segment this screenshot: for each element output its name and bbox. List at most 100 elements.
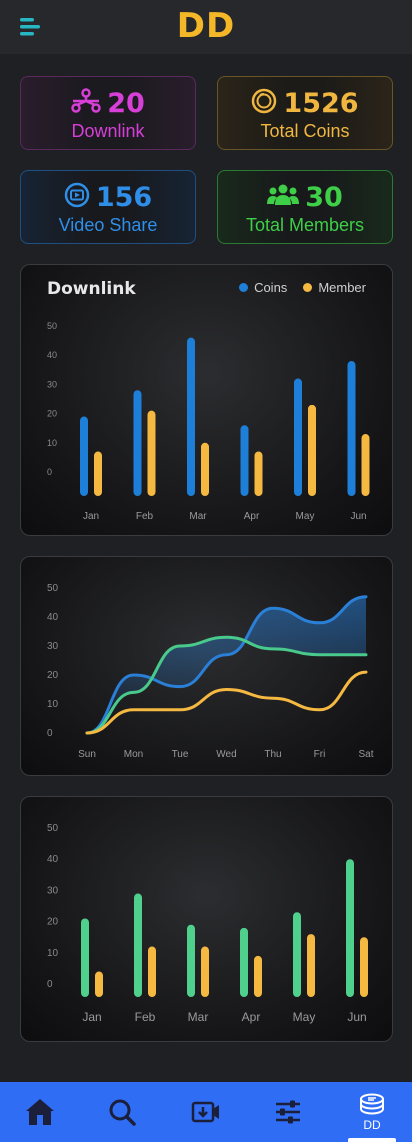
bar-coins-may[interactable] [294,378,302,496]
y-tick-label: 30 [47,379,57,389]
bar-member-jun[interactable] [361,434,370,496]
bar-series-1-mar[interactable] [201,946,209,997]
x-tick-label: Jun [350,511,366,522]
x-tick-label: Fri [314,749,326,760]
nav-search[interactable] [98,1082,146,1142]
bar-coins-jun[interactable] [347,361,356,496]
y-tick-label: 0 [47,728,53,739]
video-share-icon [64,182,90,212]
line-series-1[interactable] [85,635,368,735]
bar-coins-feb[interactable] [133,390,142,496]
downlink-value: 20 [107,87,145,119]
total-members-card[interactable]: 30 Total Members [217,170,393,244]
bar-member-may[interactable] [308,404,316,496]
x-tick-label: Wed [216,749,236,760]
total-members-label: Total Members [245,215,365,235]
bar-member-mar[interactable] [201,442,209,496]
sliders-icon [276,1100,300,1124]
y-tick-label: 40 [47,612,59,623]
users-icon [267,183,300,211]
y-tick-label: 10 [47,699,59,710]
y-tick-label: 50 [47,583,59,594]
coin-stack-icon [360,1093,384,1114]
nav-video[interactable] [182,1082,230,1142]
x-tick-label: Apr [244,511,260,522]
x-tick-label: Jun [347,1010,366,1024]
bar-series-1-feb[interactable] [148,946,156,997]
bar-coins-mar[interactable] [187,337,195,496]
y-tick-label: 10 [47,438,57,448]
video-share-value: 156 [95,181,153,213]
y-tick-label: 0 [47,979,53,990]
downlink-label: Downlink [71,121,145,141]
x-tick-label: Sun [78,749,96,760]
x-tick-label: Mar [189,511,207,522]
video-download-icon [191,1101,219,1123]
series-area-fill [87,596,366,733]
downlink-chart: 0 10 20 30 40 50 Jan Feb Mar Apr May Jun Downlink C… [20,264,393,536]
total-members-value: 30 [305,181,343,213]
x-tick-label: Feb [136,511,154,522]
total-coins-card[interactable]: 1526 Total Coins [217,76,393,150]
top-bar: DD [0,0,412,54]
x-tick-label: Sat [358,749,373,760]
bar-series-0-feb[interactable] [134,893,142,997]
legend-item-member[interactable]: Member [303,280,366,295]
bar-series-0-apr[interactable] [240,927,248,997]
x-tick-label: Jan [83,511,99,522]
x-tick-label: Mon [124,749,143,760]
search-icon [109,1099,136,1126]
legend-dot-coins [239,283,249,292]
y-tick-label: 50 [47,823,59,834]
x-tick-label: Tue [172,749,189,760]
bar-series-0-jan[interactable] [81,918,89,997]
app-logo: DD [176,6,236,46]
y-tick-label: 50 [47,321,57,331]
bar-series-0-jun[interactable] [346,859,354,997]
bar-coins-apr[interactable] [240,425,249,496]
nav-dd[interactable]: DD [348,1082,396,1142]
monthly-bar-chart: 0 10 20 30 40 50 Jan Feb Mar Apr May Jun [20,796,393,1042]
y-tick-label: 10 [47,948,59,959]
y-tick-label: 20 [47,409,57,419]
bar-member-apr[interactable] [254,451,263,496]
total-coins-value: 1526 [283,87,359,119]
nav-active-indicator [348,1138,396,1142]
bar-series-1-jan[interactable] [95,971,103,997]
y-tick-label: 40 [47,350,57,360]
y-tick-label: 0 [47,467,52,477]
video-share-card[interactable]: 156 Video Share [20,170,196,244]
y-tick-label: 30 [47,885,59,896]
weekly-line-chart: 0 10 20 30 40 50 Sun Mon Tue Wed Thu Fri Sat [20,556,393,776]
downlink-chart-title: Downlink [47,279,136,299]
bar-series-1-apr[interactable] [254,955,262,997]
bar-coins-jan[interactable] [80,416,88,496]
coin-icon [251,88,277,118]
x-tick-label: Mar [188,1010,209,1024]
downlink-card[interactable]: 20 Downlink [20,76,196,150]
bar-series-1-jun[interactable] [360,937,368,997]
legend-label-coins: Coins [254,280,288,295]
y-tick-label: 30 [47,641,59,652]
weekly-line-chart-svg: 0 10 20 30 40 50 Sun Mon Tue Wed Thu Fri Sat [47,583,374,760]
video-share-label: Video Share [58,215,158,235]
legend-label-member: Member [318,280,366,295]
downlink-chart-legend: Coins Member [239,280,366,295]
total-coins-label: Total Coins [260,121,350,141]
line-series-2[interactable] [85,670,368,735]
bar-member-jan[interactable] [94,451,102,496]
legend-item-coins[interactable]: Coins [239,280,287,295]
nav-settings[interactable] [264,1082,312,1142]
bar-series-0-mar[interactable] [187,924,195,997]
network-icon [71,88,101,118]
hamburger-menu-icon[interactable] [18,14,44,40]
bar-series-0-may[interactable] [293,912,301,997]
bar-member-feb[interactable] [147,410,156,496]
line-series-0[interactable] [85,595,368,735]
nav-home[interactable] [16,1082,64,1142]
legend-dot-member [303,283,313,292]
bottom-nav: DD [0,1082,412,1142]
bar-series-1-may[interactable] [307,934,315,997]
y-tick-label: 40 [47,854,59,865]
downlink-bar-chart: 0 10 20 30 40 50 Jan Feb Mar Apr May Jun [47,321,370,522]
